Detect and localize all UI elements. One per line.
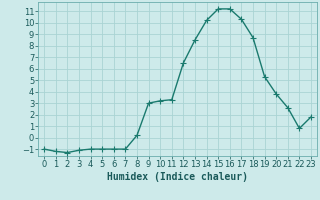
X-axis label: Humidex (Indice chaleur): Humidex (Indice chaleur) [107, 172, 248, 182]
